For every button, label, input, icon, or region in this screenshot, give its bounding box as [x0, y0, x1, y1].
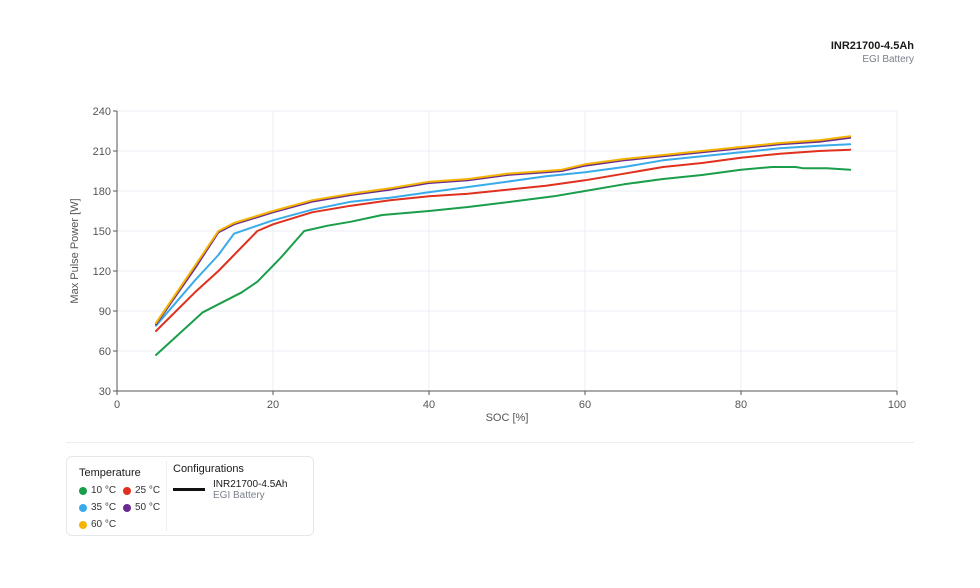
legend-configurations-title: Configurations — [173, 463, 244, 475]
line-chart: 30 60 90 120 150 180 210 240 0 20 40 60 80 100 SOC [%]… — [69, 106, 906, 424]
legend-item-temperature[interactable]: 25 °C — [123, 482, 167, 499]
configuration-line-swatch — [173, 488, 205, 491]
legend-item-label: 60 °C — [91, 519, 117, 530]
y-axis-label: Max Pulse Power [W] — [69, 198, 81, 303]
legend-configurations: Configurations INR21700-4.5Ah EGI Batter… — [167, 457, 288, 535]
series-line — [155, 148, 852, 332]
y-tick-label: 150 — [93, 226, 111, 238]
x-tick-label: 60 — [579, 399, 591, 411]
legend-temperature: Temperature 10 °C 25 °C 35 °C 50 °C 60 °C — [67, 461, 167, 531]
series-line — [155, 136, 852, 326]
legend-configuration-item[interactable]: INR21700-4.5Ah EGI Battery — [173, 479, 288, 501]
legend-color-dot-icon — [123, 486, 131, 495]
y-tick-label: 210 — [93, 146, 111, 158]
configuration-name: INR21700-4.5Ah — [213, 479, 288, 490]
legend-color-dot-icon — [79, 503, 87, 512]
legend-item-temperature[interactable]: 10 °C — [79, 482, 123, 499]
legend-item-temperature[interactable]: 60 °C — [79, 516, 123, 533]
chart-subtitle: EGI Battery — [862, 54, 914, 65]
legend-color-dot-icon — [123, 503, 131, 512]
divider — [66, 442, 914, 443]
legend-item-label: 35 °C — [91, 502, 117, 513]
y-tick-label: 240 — [93, 106, 111, 118]
legend-item-label: 50 °C — [135, 502, 161, 513]
x-tick-label: 100 — [888, 399, 906, 411]
x-axis-label: SOC [%] — [486, 412, 529, 424]
chart-header: INR21700-4.5Ah EGI Battery — [831, 40, 914, 65]
y-tick-label: 90 — [99, 306, 111, 318]
legend-item-label: 25 °C — [135, 485, 161, 496]
legend-color-dot-icon — [79, 486, 87, 495]
y-tick-label: 120 — [93, 266, 111, 278]
x-tick-label: 80 — [735, 399, 747, 411]
legend-panel: Temperature 10 °C 25 °C 35 °C 50 °C 60 °C Co… — [66, 456, 314, 536]
configuration-sub: EGI Battery — [213, 490, 265, 501]
legend-item-label: 10 °C — [91, 485, 117, 496]
series-line — [155, 166, 852, 356]
legend-item-temperature[interactable]: 35 °C — [79, 499, 123, 516]
series-line — [155, 143, 852, 327]
x-tick-label: 40 — [423, 399, 435, 411]
y-tick-label: 60 — [99, 346, 111, 358]
legend-color-dot-icon — [79, 520, 87, 529]
series-line — [155, 135, 852, 324]
legend-item-temperature[interactable]: 50 °C — [123, 499, 167, 516]
legend-temperature-items: 10 °C 25 °C 35 °C 50 °C 60 °C — [79, 482, 169, 533]
y-tick-label: 180 — [93, 186, 111, 198]
x-tick-label: 20 — [267, 399, 279, 411]
y-tick-label: 30 — [99, 386, 111, 398]
x-tick-label: 0 — [114, 399, 120, 411]
chart-title: INR21700-4.5Ah — [830, 40, 914, 52]
legend-temperature-title: Temperature — [79, 467, 141, 479]
